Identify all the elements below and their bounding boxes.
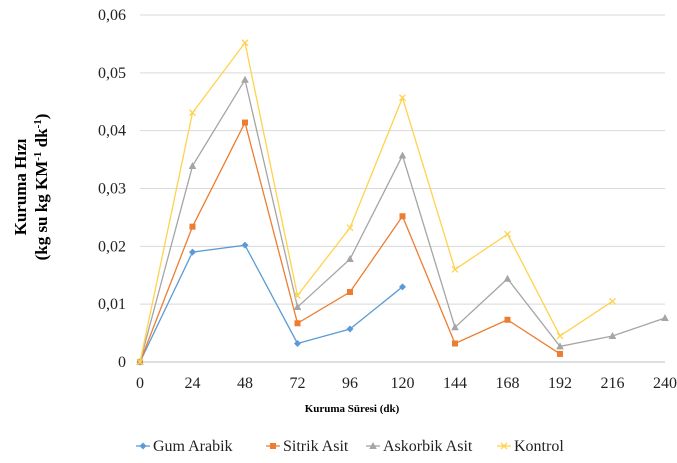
x-tick-label: 96 <box>342 375 358 392</box>
gridlines <box>140 14 665 305</box>
y-tick-label: 0,05 <box>98 65 126 82</box>
data-point <box>504 316 511 323</box>
data-point <box>294 339 301 347</box>
x-tick-label: 24 <box>185 375 201 392</box>
y-axis-title: Kuruma Hızı (kg su kg KM-1 dk-1) <box>11 114 51 261</box>
data-point <box>346 325 354 333</box>
data-point <box>451 323 459 331</box>
y-tick-label: 0,01 <box>98 296 126 313</box>
legend-label: Sitrik Asit <box>283 438 349 455</box>
data-point <box>294 292 301 299</box>
x-tick-label: 144 <box>443 375 467 392</box>
data-point <box>189 223 196 230</box>
y-axis-title-line1: Kuruma Hızı <box>11 138 30 235</box>
x-tick-label: 192 <box>548 375 572 392</box>
legend-item: Kontrol <box>497 438 564 455</box>
data-point <box>398 151 407 159</box>
data-point <box>504 230 511 238</box>
data-point <box>294 320 301 327</box>
data-point <box>557 350 563 357</box>
x-axis-title: Kuruma Süresi (dk) <box>305 403 400 415</box>
data-point <box>188 161 197 169</box>
series-line <box>139 41 613 363</box>
data-point <box>242 119 248 126</box>
data-point <box>293 303 302 311</box>
data-point <box>241 39 249 47</box>
x-tick-label: 120 <box>391 375 415 392</box>
series-line <box>139 78 666 363</box>
data-point <box>452 340 458 347</box>
x-tick-label: 0 <box>136 375 144 392</box>
x-tick-label: 72 <box>290 375 306 392</box>
series-2 <box>136 75 669 365</box>
data-point <box>399 94 406 102</box>
data-point <box>399 283 406 291</box>
x-tick-label: 48 <box>237 375 253 392</box>
series-3 <box>136 39 616 366</box>
series-0 <box>136 241 406 366</box>
legend-label: Gum Arabik <box>153 438 233 455</box>
data-point <box>346 255 354 263</box>
legend-item: Sitrik Asit <box>266 438 349 455</box>
legend-marker <box>139 442 147 450</box>
data-point <box>241 75 249 83</box>
legend-item: Gum Arabik <box>136 438 233 455</box>
legend-label: Askorbik Asit <box>383 438 473 455</box>
legend-label: Kontrol <box>514 438 564 455</box>
series-line <box>139 244 403 363</box>
legend-marker <box>270 443 276 449</box>
data-point <box>503 274 512 282</box>
data-point <box>347 289 353 296</box>
data-point <box>241 241 249 249</box>
y-tick-label: 0,04 <box>98 123 126 140</box>
data-point <box>556 332 564 340</box>
data-point <box>451 266 459 273</box>
data-point <box>346 224 354 232</box>
legend-item: Askorbik Asit <box>366 438 473 455</box>
x-tick-labels: 0 24 48 72 96 120 144 168 192 216 240 <box>136 375 677 392</box>
y-tick-labels: 0 0,01 0,02 0,03 0,04 0,05 0,06 <box>98 7 126 371</box>
data-point <box>399 213 406 220</box>
y-tick-label: 0 <box>118 354 126 371</box>
data-point <box>556 342 564 350</box>
x-tick-label: 168 <box>496 375 520 392</box>
data-point <box>608 331 617 339</box>
legend-marker <box>500 442 508 450</box>
legend-marker <box>369 442 377 449</box>
x-tick-label: 216 <box>601 375 625 392</box>
y-axis-title-line2: (kg su kg KM-1 dk-1) <box>32 114 51 261</box>
y-tick-label: 0,03 <box>98 181 126 198</box>
y-tick-label: 0,02 <box>98 238 126 255</box>
legend: Gum Arabik Sitrik Asit Askorbik Asit Kontro… <box>136 438 564 455</box>
data-point <box>661 314 669 322</box>
x-tick-label: 240 <box>653 375 677 392</box>
data-point <box>189 109 196 117</box>
data-point <box>136 358 144 366</box>
series-layer <box>136 39 669 366</box>
data-point <box>609 297 616 305</box>
y-tick-label: 0,06 <box>98 7 126 24</box>
data-point <box>189 248 196 256</box>
